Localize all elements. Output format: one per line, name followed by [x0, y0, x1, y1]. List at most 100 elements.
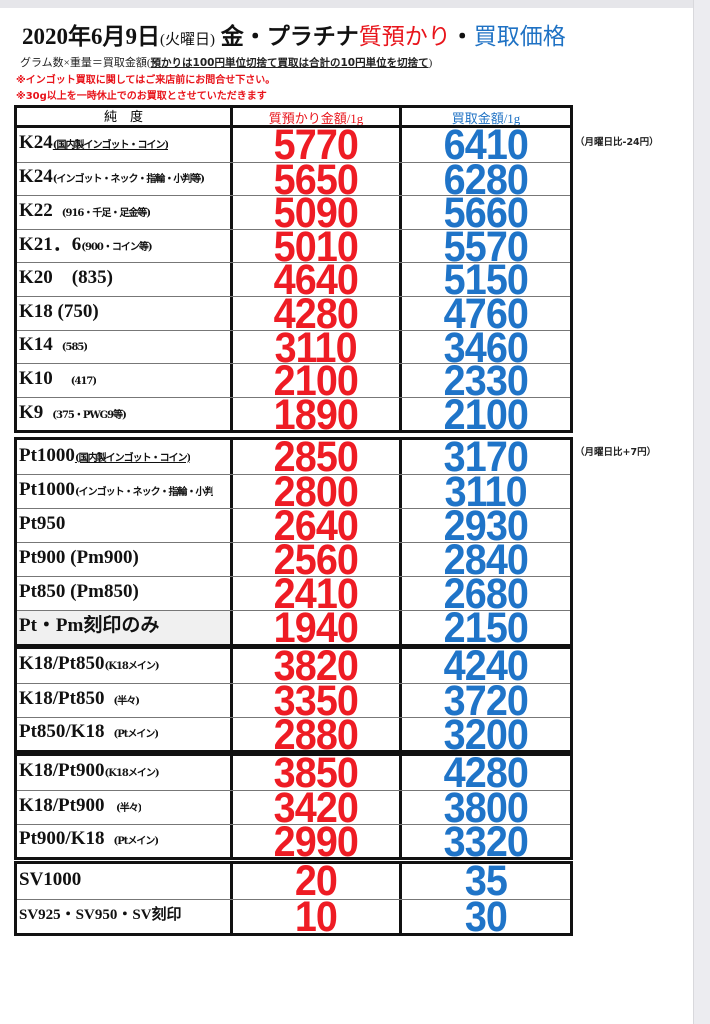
buy-price-cell: 2150: [402, 611, 570, 644]
purity-detail: (Ptメイン): [104, 836, 159, 848]
purity-label: K10 (417): [19, 368, 96, 393]
purity-label: SV925・SV950・SV刻印: [19, 904, 182, 928]
purity-label: K20 (835): [19, 267, 113, 292]
buy-price-cell: 3110: [402, 475, 570, 508]
buy-price-cell: 3170: [402, 440, 570, 474]
price-group: Pt1000(国内製インゴット・コイン) 2850 3170 Pt1000(インゴ…: [14, 437, 573, 647]
formula: グラム数×重量＝買取金額(: [20, 57, 151, 69]
price-group: K18/Pt900(K18メイン) 3850 4280 K18/Pt900 (半々…: [14, 753, 573, 861]
paren: ): [428, 57, 433, 69]
table-row: K18/Pt850(K18メイン) 3820 4240: [17, 649, 570, 683]
purity-label: K24(国内製インゴット・コイン): [19, 132, 168, 157]
purity-cell: K21．6(900・コイン等): [17, 229, 233, 263]
purity-cell: Pt1000(インゴット・ネック・指輪・小判: [17, 475, 233, 508]
title-metal: 金・プラチナ: [220, 24, 359, 49]
table-row: K18/Pt900(K18メイン) 3850 4280: [17, 756, 570, 790]
purity-label: Pt950: [19, 513, 65, 538]
purity-name: Pt850/K18: [19, 721, 105, 743]
purity-label: Pt1000(国内製インゴット・コイン): [19, 445, 190, 470]
buy-price: 3800: [443, 790, 529, 824]
purity-cell: K24(国内製インゴット・コイン): [17, 128, 233, 162]
purity-name: SV1000: [19, 868, 82, 890]
purity-label: Pt900/K18 (Ptメイン): [19, 828, 158, 853]
buy-price-cell: 6410: [402, 128, 570, 162]
pawn-price: 3820: [273, 649, 359, 683]
pawn-price: 2100: [273, 364, 359, 397]
table-row: SV925・SV950・SV刻印 10 30: [17, 898, 570, 934]
purity-cell: Pt・Pm刻印のみ: [17, 611, 233, 644]
title-date: 2020年6月9日: [22, 24, 160, 49]
purity-name: Pt950: [19, 513, 66, 534]
purity-cell: SV1000: [17, 864, 233, 899]
pawn-price-cell: 5010: [233, 229, 402, 263]
purity-label: Pt850/K18 (Ptメイン): [19, 721, 158, 746]
purity-name: Pt850 (Pm850): [19, 581, 139, 602]
purity-cell: SV925・SV950・SV刻印: [17, 899, 233, 933]
buy-price: 5660: [443, 196, 529, 229]
purity-detail: (916・千足・足金等): [52, 207, 151, 219]
buy-price-cell: 3800: [402, 791, 570, 824]
title-weekday: (火曜日): [160, 32, 215, 48]
pawn-price: 2880: [273, 717, 359, 751]
purity-cell: K18 (750): [17, 297, 233, 330]
table-row: K18/Pt850 (半々) 3350 3720: [17, 682, 570, 717]
buy-price-cell: 3200: [402, 718, 570, 751]
purity-name: K21．6: [19, 233, 82, 255]
buy-price-cell: 2100: [402, 398, 570, 431]
buy-price: 3110: [444, 475, 528, 508]
table-row: Pt850/K18 (Ptメイン) 2880 3200: [17, 716, 570, 751]
purity-cell: K18/Pt850(K18メイン): [17, 649, 233, 683]
page-title: 2020年6月9日(火曜日) 金・プラチナ質預かり・買取価格: [22, 24, 566, 50]
purity-detail: (K18メイン): [104, 768, 159, 780]
purity-label: K14 (585): [19, 334, 87, 359]
buy-price-cell: 5660: [402, 196, 570, 229]
purity-name: K18/Pt850: [19, 687, 105, 709]
purity-label: Pt850 (Pm850): [19, 581, 139, 606]
pawn-price-cell: 2410: [233, 577, 402, 610]
table-row: K22 (916・千足・足金等) 5090 5660: [17, 195, 570, 229]
rounding-rule: 預かりは100円単位切捨て買取は合計の10円単位を切捨て: [150, 57, 429, 69]
purity-name: Pt・Pm刻印のみ: [19, 615, 160, 636]
purity-detail: (半々): [104, 802, 142, 814]
pawn-price: 1940: [273, 611, 359, 644]
buy-price-cell: 2330: [402, 364, 570, 397]
table-row: K21．6(900・コイン等) 5010 5570: [17, 228, 570, 263]
table-row: Pt950 2640 2930: [17, 508, 570, 542]
buy-price-cell: 4760: [402, 297, 570, 330]
buy-price: 6280: [443, 162, 529, 196]
pawn-price-cell: 5090: [233, 196, 402, 229]
purity-label: K9 (375・PWG9等): [19, 402, 126, 427]
pawn-price: 5650: [273, 162, 359, 196]
pawn-price-cell: 3350: [233, 683, 402, 717]
purity-cell: K22 (916・千足・足金等): [17, 196, 233, 229]
purity-name: K10: [19, 367, 53, 389]
note-30g: ※30g以上を一時休止でのお買取とさせていただきます: [16, 91, 267, 102]
table-row: K24(国内製インゴット・コイン) 5770 6410: [17, 128, 570, 162]
pawn-price: 4280: [273, 297, 359, 330]
buy-price: 2150: [443, 611, 529, 644]
buy-price: 4760: [443, 297, 529, 330]
pawn-price: 1890: [273, 397, 359, 431]
buy-price-cell: 5570: [402, 230, 570, 263]
side-note-gold: （月曜日比-24円）: [575, 137, 659, 148]
purity-label: K18/Pt850 (半々): [19, 688, 139, 713]
pawn-price: 10: [294, 899, 338, 934]
table-row: SV1000 20 35: [17, 864, 570, 899]
buy-price: 2100: [443, 397, 529, 431]
pawn-price: 5010: [273, 229, 359, 263]
purity-detail: (半々): [104, 695, 139, 707]
purity-detail: (インゴット・ネック・指輪・小判等): [52, 174, 205, 186]
purity-label: K18/Pt900 (半々): [19, 795, 141, 820]
scrollbar[interactable]: [693, 0, 710, 1024]
purity-cell: Pt850/K18 (Ptメイン): [17, 717, 233, 751]
purity-cell: K24(インゴット・ネック・指輪・小判等): [17, 162, 233, 196]
purity-detail: (900・コイン等): [81, 241, 152, 253]
pawn-price: 5770: [273, 128, 359, 162]
purity-cell: Pt950: [17, 509, 233, 542]
buy-price: 35: [464, 864, 508, 899]
pawn-price-cell: 4640: [233, 263, 402, 296]
buy-price: 4280: [443, 756, 529, 790]
purity-cell: K18/Pt850 (半々): [17, 683, 233, 717]
buy-price-cell: 3460: [402, 331, 570, 364]
purity-cell: Pt900 (Pm900): [17, 543, 233, 576]
